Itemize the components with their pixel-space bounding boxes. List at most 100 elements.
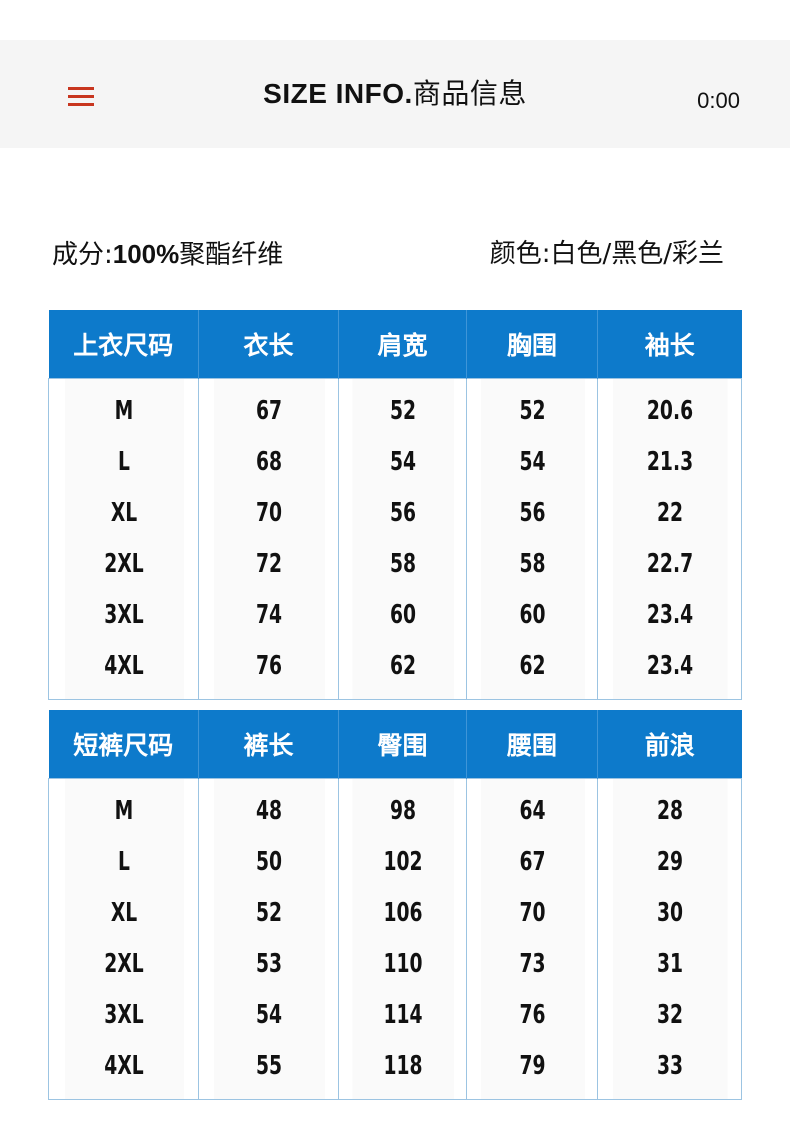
measurement-cell: 31 — [611, 938, 728, 989]
column-header: 前浪 — [597, 710, 742, 779]
size-cell: 2XL — [63, 538, 184, 589]
measurement-cell: 56 — [350, 487, 454, 538]
color-value: 白色/黑色/彩兰 — [550, 239, 724, 269]
size-cell: 3XL — [63, 989, 184, 1040]
table-row: M 67 52 52 20.6 — [49, 378, 742, 436]
measurement-cell: 102 — [350, 836, 454, 887]
composition-material: 聚酯纤维 — [179, 240, 284, 270]
measurement-cell: 76 — [212, 640, 325, 700]
size-cell: 4XL — [63, 640, 184, 700]
measurement-cell: 72 — [212, 538, 325, 589]
size-cell: 2XL — [63, 938, 184, 989]
measurement-cell: 62 — [479, 640, 585, 700]
composition-label: 成分: — [52, 240, 113, 270]
table-row: 2XL 53 110 73 31 — [49, 938, 742, 989]
measurement-cell: 52 — [479, 378, 585, 436]
color-label: 颜色: — [489, 239, 551, 269]
measurement-cell: 23.4 — [611, 589, 728, 640]
composition-info: 成分:100%聚酯纤维 — [52, 234, 283, 275]
measurement-cell: 20.6 — [611, 378, 728, 436]
measurement-cell: 76 — [479, 989, 585, 1040]
column-header: 袖长 — [597, 310, 742, 379]
measurement-cell: 54 — [350, 436, 454, 487]
column-header: 短裤尺码 — [48, 710, 199, 779]
table-row: 3XL 54 114 76 32 — [49, 989, 742, 1040]
measurement-cell: 22.7 — [611, 538, 728, 589]
size-cell: M — [63, 378, 184, 436]
table-row: XL 52 106 70 30 — [49, 887, 742, 938]
page-header: SIZE INFO.商品信息 0:00 — [0, 40, 790, 148]
measurement-cell: 52 — [212, 887, 325, 938]
product-info-row: 成分:100%聚酯纤维 颜色:白色/黑色/彩兰 — [52, 234, 738, 274]
column-header: 衣长 — [198, 310, 339, 379]
size-cell: L — [63, 836, 184, 887]
measurement-cell: 52 — [350, 378, 454, 436]
measurement-cell: 62 — [350, 640, 454, 700]
size-cell: L — [63, 436, 184, 487]
bottom-table-body: M 48 98 64 28 L 50 102 67 29 XL 52 106 70 30 2XL 53 110 73… — [48, 778, 742, 1100]
measurement-cell: 53 — [212, 938, 325, 989]
table-row: L 50 102 67 29 — [49, 836, 742, 887]
bottom-table-header-row: 短裤尺码 裤长 臀围 腰围 前浪 — [48, 710, 742, 779]
size-cell: XL — [63, 487, 184, 538]
table-row: 3XL 74 60 60 23.4 — [49, 589, 742, 640]
measurement-cell: 118 — [350, 1040, 454, 1100]
measurement-cell: 70 — [212, 487, 325, 538]
measurement-cell: 56 — [479, 487, 585, 538]
top-size-table: 上衣尺码 衣长 肩宽 胸围 袖长 M 67 52 52 20.6 L 68 54 54 21.3 XL 70 5… — [48, 310, 742, 700]
size-cell: 4XL — [63, 1040, 184, 1100]
measurement-cell: 58 — [350, 538, 454, 589]
measurement-cell: 73 — [479, 938, 585, 989]
table-row: L 68 54 54 21.3 — [49, 436, 742, 487]
measurement-cell: 50 — [212, 836, 325, 887]
measurement-cell: 30 — [611, 887, 728, 938]
measurement-cell: 60 — [479, 589, 585, 640]
measurement-cell: 67 — [479, 836, 585, 887]
column-header: 腰围 — [466, 710, 598, 779]
column-header: 肩宽 — [338, 310, 467, 379]
bottom-size-table: 短裤尺码 裤长 臀围 腰围 前浪 M 48 98 64 28 L 50 102 67 29 XL 52 106 7… — [48, 710, 742, 1100]
page-title-en: SIZE INFO. — [263, 78, 413, 109]
measurement-cell: 55 — [212, 1040, 325, 1100]
table-row: 2XL 72 58 58 22.7 — [49, 538, 742, 589]
measurement-cell: 29 — [611, 836, 728, 887]
size-cell: XL — [63, 887, 184, 938]
measurement-cell: 28 — [611, 778, 728, 836]
column-header: 臀围 — [338, 710, 467, 779]
measurement-cell: 58 — [479, 538, 585, 589]
measurement-cell: 110 — [350, 938, 454, 989]
measurement-cell: 21.3 — [611, 436, 728, 487]
measurement-cell: 23.4 — [611, 640, 728, 700]
composition-value: 100% — [112, 239, 180, 269]
measurement-cell: 68 — [212, 436, 325, 487]
measurement-cell: 33 — [611, 1040, 728, 1100]
size-cell: 3XL — [63, 589, 184, 640]
measurement-cell: 54 — [212, 989, 325, 1040]
column-header: 胸围 — [466, 310, 598, 379]
size-cell: M — [63, 778, 184, 836]
table-row: 4XL 55 118 79 33 — [49, 1040, 742, 1100]
top-table-body: M 67 52 52 20.6 L 68 54 54 21.3 XL 70 56 56 22 2XL 72 58 5… — [48, 378, 742, 700]
color-info: 颜色:白色/黑色/彩兰 — [490, 234, 724, 274]
measurement-cell: 67 — [212, 378, 325, 436]
page-title: SIZE INFO.商品信息 — [0, 74, 790, 114]
time-display: 0:00 — [697, 88, 740, 113]
top-table-header-row: 上衣尺码 衣长 肩宽 胸围 袖长 — [48, 310, 742, 379]
page-title-cn: 商品信息 — [412, 77, 527, 110]
table-row: XL 70 56 56 22 — [49, 487, 742, 538]
measurement-cell: 106 — [350, 887, 454, 938]
measurement-cell: 74 — [212, 589, 325, 640]
column-header: 裤长 — [198, 710, 339, 779]
table-row: 4XL 76 62 62 23.4 — [49, 640, 742, 700]
measurement-cell: 60 — [350, 589, 454, 640]
measurement-cell: 79 — [479, 1040, 585, 1100]
measurement-cell: 22 — [611, 487, 728, 538]
measurement-cell: 70 — [479, 887, 585, 938]
measurement-cell: 48 — [212, 778, 325, 836]
measurement-cell: 54 — [479, 436, 585, 487]
measurement-cell: 114 — [350, 989, 454, 1040]
hamburger-menu-icon[interactable] — [68, 87, 94, 107]
measurement-cell: 64 — [479, 778, 585, 836]
measurement-cell: 32 — [611, 989, 728, 1040]
table-row: M 48 98 64 28 — [49, 778, 742, 836]
